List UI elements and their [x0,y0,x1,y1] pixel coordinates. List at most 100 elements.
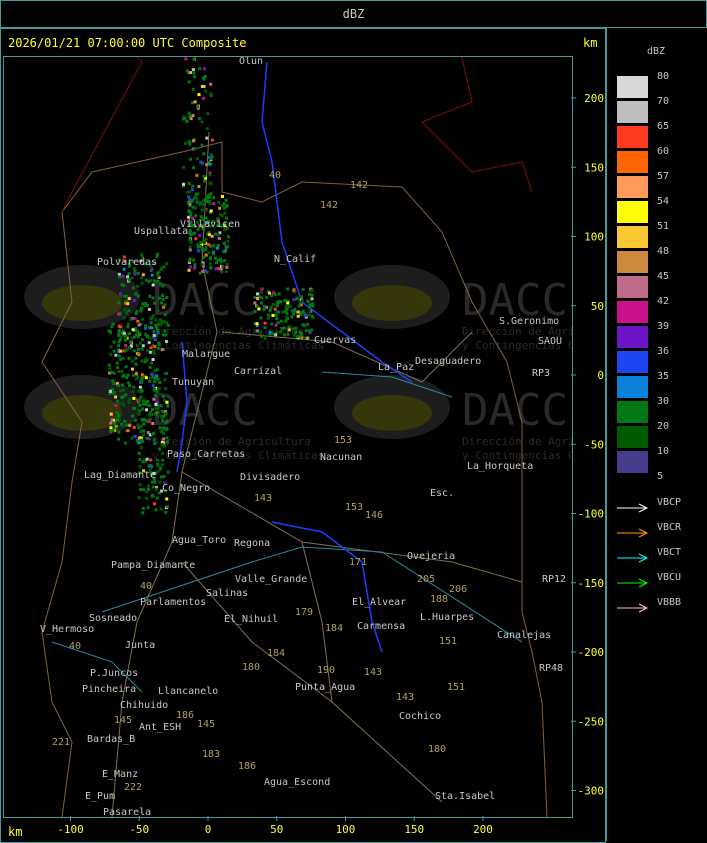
radar-echo [117,417,121,421]
radar-echo [117,430,121,434]
radar-echo [255,322,259,326]
radar-echo [147,341,151,345]
radar-echo [274,335,278,339]
place-label: Divisadero [240,472,300,483]
radar-echo [117,344,121,348]
radar-echo [157,270,161,274]
radar-echo [139,424,143,428]
radar-echo [215,261,219,265]
radar-echo [158,321,162,325]
radar-echo [200,263,204,267]
radar-echo [223,221,227,225]
radar-echo [187,215,191,219]
radar-echo [210,138,214,142]
radar-echo [164,313,168,317]
radar-echo [220,214,224,218]
radar-echo [149,471,153,475]
radar-echo [200,242,204,246]
radar-echo [124,336,128,340]
radar-echo [220,194,224,198]
radar-echo [197,117,201,121]
radar-echo [119,357,123,361]
radar-echo [279,300,283,304]
legend-label: 60 [657,146,670,157]
radar-echo [216,243,220,247]
route-number: 146 [365,510,383,521]
radar-echo [198,67,202,71]
radar-echo [161,458,165,462]
svg-text:y Contingencias Climáticas: y Contingencias Climáticas [152,339,324,352]
place-label: Parlamentos [140,597,206,608]
radar-echo [200,208,204,212]
radar-echo [146,419,150,423]
radar-echo [263,336,267,340]
radar-echo [165,419,169,423]
y-tick-label: 150 [584,161,604,174]
radar-label: VBCU [657,572,682,583]
radar-echo [137,323,141,327]
header-title: dBZ [342,7,365,21]
radar-echo [141,338,145,342]
radar-echo [115,382,119,386]
radar-echo [204,253,208,257]
y-tick-label: -300 [578,785,605,798]
legend-swatch [617,301,648,323]
radar-echo [201,218,205,222]
radar-echo [299,303,303,307]
radar-echo [300,299,304,303]
legend-label: 70 [657,96,670,107]
radar-echo [114,403,118,407]
route-number: 151 [439,636,457,647]
place-label: Olun [239,57,263,67]
radar-echo [153,369,157,373]
radar-echo [260,296,264,300]
radar-echo [140,376,144,380]
radar-echo [127,356,131,360]
radar-echo [140,389,144,393]
radar-echo [152,438,156,442]
radar-echo [118,338,122,342]
radar-echo [127,332,131,336]
radar-echo [126,429,130,433]
radar-echo [146,334,150,338]
legend-swatch [617,251,648,273]
place-label: Agua_Toro [172,535,226,546]
radar-echo [126,322,130,326]
radar-echo [159,414,163,418]
radar-echo [160,301,164,305]
radar-echo [131,367,135,371]
radar-echo [134,311,138,315]
radar-echo [111,428,115,432]
radar-echo [134,356,138,360]
radar-echo [189,157,193,161]
radar-echo [192,147,196,151]
radar-map[interactable]: DACC Dirección de Agricultura y Contingenc… [3,0,634,818]
legend-label: 5 [657,471,664,482]
radar-echo [215,246,219,250]
place-label: RP48 [539,663,563,674]
radar-echo [122,294,126,298]
radar-echo [154,334,158,338]
place-label: RP3 [532,368,550,379]
radar-echo [188,204,192,208]
radar-echo [205,200,209,204]
y-tick-label: -200 [578,646,605,659]
radar-echo [149,433,153,437]
route-number: 143 [364,667,382,678]
radar-echo [151,375,155,379]
place-label: SAOU [538,336,562,347]
radar-echo [134,327,138,331]
radar-echo [142,422,146,426]
radar-echo [208,224,212,228]
place-label: Ovejeria [407,551,455,562]
radar-echo [149,464,153,468]
radar-echo [152,397,156,401]
radar-echo [272,291,276,295]
radar-echo [120,396,124,400]
route-number: 221 [52,737,70,748]
radar-echo [135,344,139,348]
radar-echo [216,224,220,228]
radar-echo [311,304,315,308]
radar-echo [154,323,158,327]
radar-echo [110,370,114,374]
